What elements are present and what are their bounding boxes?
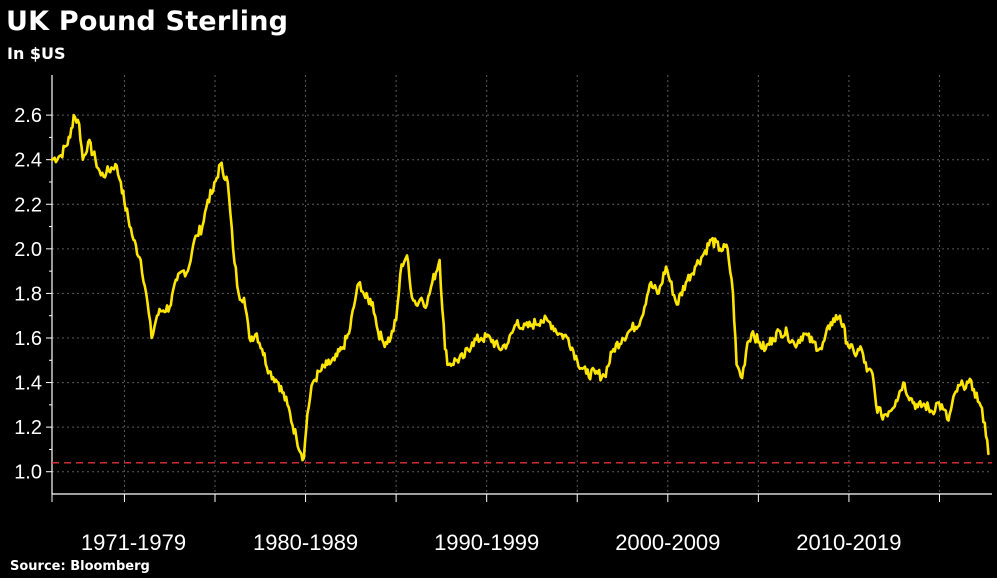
y-tick-label: 1.8 [14, 283, 42, 305]
x-category-label: 2010-2019 [796, 530, 901, 555]
chart-subtitle: In $US [7, 44, 66, 63]
y-tick-label: 1.0 [14, 462, 42, 484]
x-category-label: 1980-1989 [253, 530, 358, 555]
axes [46, 75, 992, 502]
x-category-label: 1971-1979 [81, 530, 186, 555]
y-tick-label: 2.0 [14, 239, 42, 261]
source-note: Source: Bloomberg [10, 559, 150, 574]
y-tick-label: 1.4 [14, 373, 42, 395]
series-group [50, 113, 990, 462]
x-category-label: 2000-2009 [615, 530, 720, 555]
chart-title: UK Pound Sterling [6, 6, 289, 37]
y-tick-label: 1.6 [14, 328, 42, 350]
series-line [50, 113, 990, 462]
y-tick-label: 2.4 [14, 150, 42, 172]
x-category-label: 1990-1999 [434, 530, 539, 555]
axis-labels: 1.0 1.2 1.4 1.6 1.8 2.0 2.2 2.4 2.6 1971-1979 1980… [14, 105, 901, 555]
y-tick-label: 1.2 [14, 417, 42, 439]
grid [52, 75, 992, 494]
y-tick-label: 2.6 [14, 105, 42, 127]
y-tick-label: 2.2 [14, 194, 42, 216]
